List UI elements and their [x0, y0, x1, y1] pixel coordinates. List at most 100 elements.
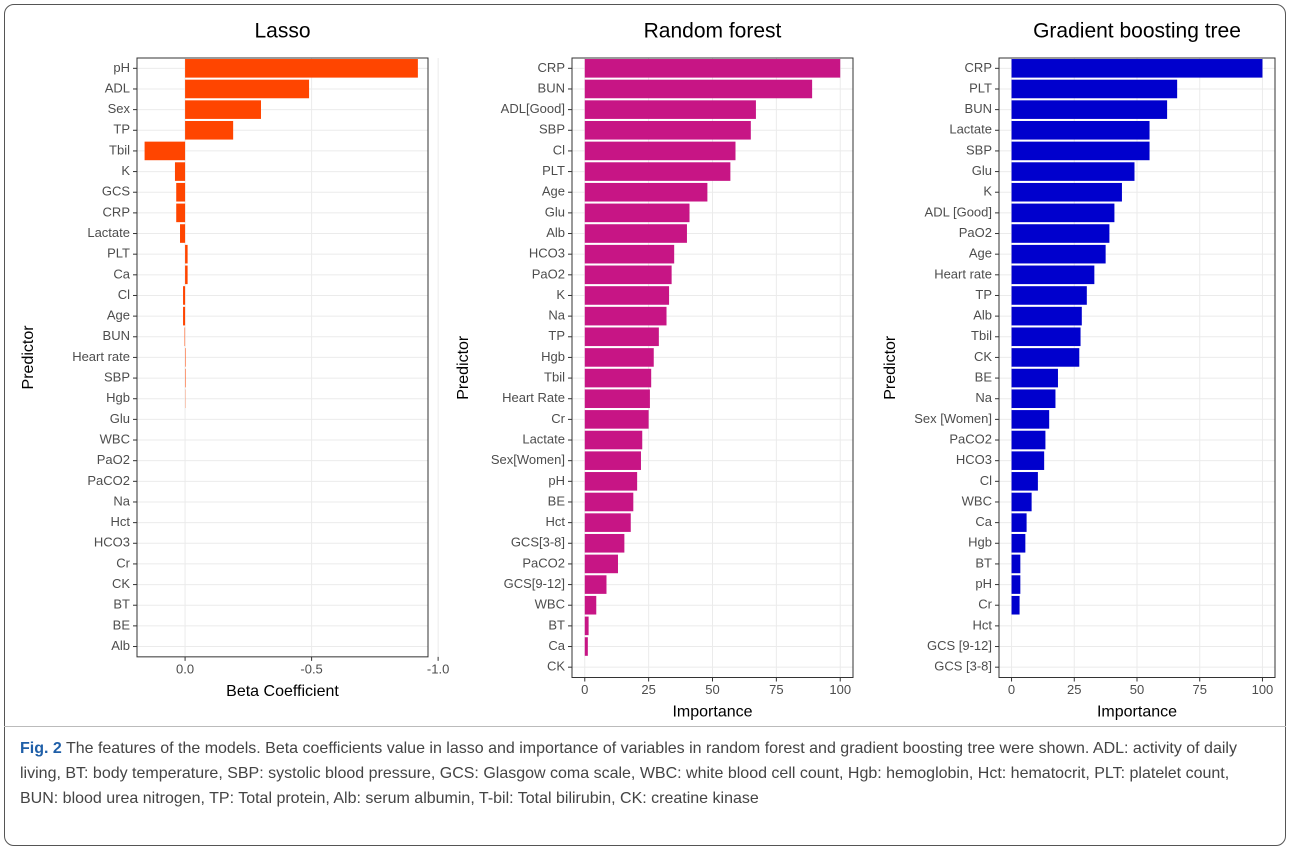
bar	[584, 306, 667, 326]
x-tick-label: -1.0	[427, 661, 449, 676]
bar	[584, 203, 690, 223]
y-tick-label: Cl	[980, 473, 992, 488]
y-tick-label: Tbil	[544, 370, 565, 385]
chart-title: Gradient boosting tree	[1033, 20, 1241, 43]
y-tick-label: SBP	[539, 122, 565, 137]
caption: Fig. 2 The features of the models. Beta …	[20, 736, 1270, 811]
bar	[1011, 410, 1050, 429]
caption-rule	[4, 726, 1286, 727]
bar	[584, 100, 756, 119]
y-tick-label: Cr	[116, 555, 130, 570]
y-tick-label: Tbil	[971, 328, 992, 343]
y-tick-label: CK	[547, 659, 565, 674]
bar	[1011, 430, 1046, 450]
y-tick-label: Cr	[551, 411, 565, 426]
y-tick-label: BUN	[965, 101, 992, 116]
y-tick-label: WBC	[100, 431, 130, 446]
y-tick-label: PaO2	[959, 225, 992, 240]
bar	[185, 59, 418, 78]
bar	[1011, 368, 1058, 388]
bar	[1011, 59, 1263, 78]
bar	[184, 327, 186, 347]
y-tick-label: Sex [Women]	[914, 411, 992, 426]
y-tick-label: pH	[548, 473, 565, 488]
bar	[584, 410, 649, 429]
x-tick-label: 75	[1192, 682, 1206, 697]
bar	[1011, 575, 1021, 594]
y-tick-label: Cl	[118, 287, 130, 302]
bar	[1011, 224, 1110, 243]
bar	[183, 286, 186, 305]
y-tick-label: PLT	[969, 80, 992, 95]
x-axis-label: Importance	[1097, 704, 1177, 721]
y-tick-label: GCS [3-8]	[934, 659, 992, 674]
y-axis-label: Predictor	[455, 335, 472, 400]
bar	[185, 120, 234, 140]
y-tick-label: TP	[548, 328, 565, 343]
y-tick-label: BE	[113, 617, 131, 632]
x-tick-label: 100	[829, 682, 851, 697]
y-tick-label: Hct	[546, 514, 566, 529]
y-tick-label: Alb	[973, 308, 992, 323]
y-tick-label: Cl	[553, 142, 565, 157]
bar	[1011, 472, 1038, 491]
x-tick-label: 50	[705, 682, 719, 697]
bar	[1011, 79, 1178, 99]
y-tick-label: BUN	[103, 328, 130, 343]
y-tick-label: GCS [9-12]	[927, 638, 992, 653]
y-tick-label: Ca	[975, 514, 992, 529]
y-tick-label: Hgb	[106, 390, 130, 405]
bar	[584, 513, 631, 532]
y-tick-label: Hgb	[968, 535, 992, 550]
bar	[1011, 265, 1095, 285]
bar	[183, 306, 186, 326]
y-tick-label: Na	[113, 493, 130, 508]
y-tick-label: GCS[9-12]	[504, 576, 565, 591]
y-tick-label: K	[121, 163, 130, 178]
bar	[185, 265, 188, 285]
y-tick-label: GCS[3-8]	[511, 535, 565, 550]
x-tick-label: -0.5	[300, 661, 322, 676]
bar	[144, 141, 186, 161]
y-tick-label: BT	[975, 555, 992, 570]
y-tick-label: HCO3	[94, 535, 130, 550]
x-tick-label: 25	[1067, 682, 1081, 697]
bar	[584, 554, 618, 574]
y-tick-label: TP	[113, 122, 130, 137]
y-tick-label: Sex[Women]	[491, 452, 565, 467]
bar	[1011, 554, 1021, 574]
y-tick-label: SBP	[966, 142, 992, 157]
y-tick-label: ADL[Good]	[501, 101, 565, 116]
bar	[584, 348, 654, 367]
bar	[176, 182, 186, 202]
bar	[584, 286, 670, 305]
bar	[584, 451, 641, 470]
y-tick-label: Glu	[110, 411, 130, 426]
y-tick-label: GCS	[102, 184, 131, 199]
y-tick-label: pH	[113, 60, 130, 75]
y-tick-label: Lactate	[522, 431, 565, 446]
bar	[1011, 120, 1150, 140]
bar	[584, 327, 659, 347]
bar	[584, 533, 625, 553]
chart-title: Lasso	[254, 20, 310, 43]
y-tick-label: PaO2	[532, 266, 565, 281]
y-tick-label: HCO3	[956, 452, 992, 467]
bar	[584, 575, 607, 594]
plot-border	[136, 57, 429, 658]
bar	[1011, 306, 1082, 326]
y-tick-label: Cr	[978, 597, 992, 612]
bar	[584, 637, 588, 656]
bar	[176, 203, 186, 223]
y-tick-label: Heart rate	[934, 266, 992, 281]
bar	[1011, 141, 1150, 161]
bar	[1011, 533, 1026, 553]
bar	[584, 141, 736, 161]
bar	[1011, 451, 1045, 470]
bar	[185, 100, 261, 119]
bar	[1011, 595, 1020, 615]
x-tick-label: 50	[1130, 682, 1144, 697]
y-tick-label: CRP	[103, 204, 130, 219]
bar	[584, 120, 751, 140]
y-tick-label: Hgb	[541, 349, 565, 364]
